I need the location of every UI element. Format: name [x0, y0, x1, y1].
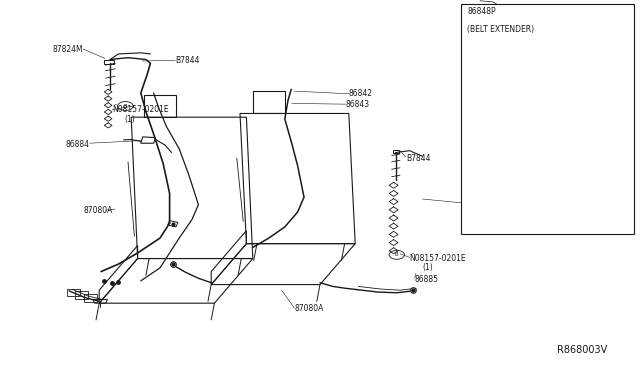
Text: 87824M: 87824M: [52, 45, 83, 54]
Text: B7844: B7844: [175, 56, 200, 65]
Text: B7824M: B7824M: [461, 199, 492, 208]
Text: 86885: 86885: [415, 275, 439, 283]
Text: Ñ08157-0201E: Ñ08157-0201E: [112, 105, 168, 114]
Bar: [461, 4, 634, 234]
Text: 86843: 86843: [346, 100, 370, 109]
Text: B: B: [124, 103, 127, 109]
Text: B: B: [395, 252, 399, 257]
Text: (1): (1): [422, 263, 433, 272]
Text: 86884: 86884: [66, 140, 90, 149]
Text: 86848P: 86848P: [467, 7, 496, 16]
Text: 87080A: 87080A: [83, 206, 113, 215]
Text: Ñ08157-0201E: Ñ08157-0201E: [410, 254, 466, 263]
Text: (1): (1): [125, 115, 136, 124]
Text: B7844: B7844: [406, 154, 430, 163]
Text: (BELT EXTENDER): (BELT EXTENDER): [467, 25, 534, 34]
Text: 86842: 86842: [349, 89, 372, 98]
Text: 87080A: 87080A: [294, 304, 324, 313]
Text: R868003V: R868003V: [557, 345, 607, 355]
